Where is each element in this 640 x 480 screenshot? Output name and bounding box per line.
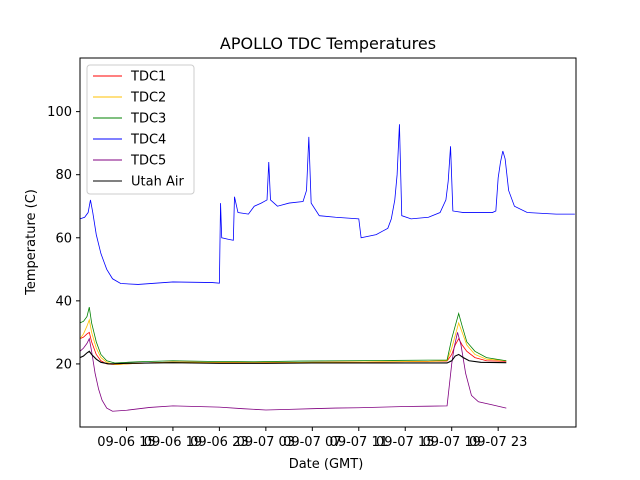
plot-lines [79,124,575,412]
legend-label-tdc2: TDC2 [130,91,166,106]
y-tick-label: 100 [47,105,72,120]
y-tick-label: 20 [55,357,72,372]
y-tick-label: 40 [55,294,72,309]
legend-label-utah-air: Utah Air [131,175,184,190]
x-tick-label: 09-06 23 [190,435,248,450]
series-line-tdc4 [79,124,575,285]
x-tick-label: 09-07 07 [283,435,341,450]
x-axis-title: Date (GMT) [289,457,364,472]
series-line-tdc5 [79,332,507,412]
y-tick-label: 80 [55,168,72,183]
x-tick-label: 09-07 23 [469,435,527,450]
plot-frame [79,57,577,428]
series-line-tdc3 [79,307,507,364]
legend-label-tdc5: TDC5 [130,154,166,169]
legend-label-tdc4: TDC4 [130,133,166,148]
series-line-utah-air [79,350,507,365]
x-tick-label: 09-07 15 [376,435,434,450]
y-axis: 20 40 60 80 100 [47,105,80,372]
series-line-tdc2 [79,318,507,365]
x-tick-label: 09-06 15 [97,435,155,450]
x-tick-label: 09-06 19 [144,435,202,450]
y-tick-label: 60 [55,231,72,246]
x-tick-label: 09-07 19 [422,435,480,450]
chart-title: APOLLO TDC Temperatures [220,34,436,53]
legend-label-tdc1: TDC1 [130,70,166,85]
x-tick-label: 09-07 11 [330,435,388,450]
y-axis-title: Temperature (C) [24,189,39,296]
series-line-tdc1 [79,331,507,365]
x-tick-label: 09-07 03 [237,435,295,450]
legend-label-tdc3: TDC3 [130,112,166,127]
legend: TDC1 TDC2 TDC3 TDC4 TDC5 Utah Air [86,64,195,195]
